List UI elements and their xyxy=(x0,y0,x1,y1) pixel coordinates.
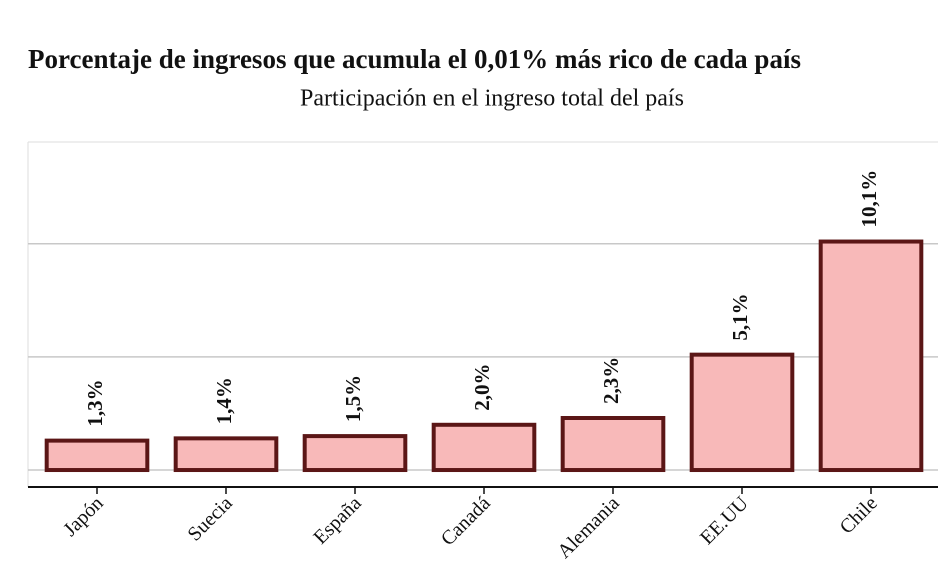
value-label: 1,3% xyxy=(83,379,107,426)
value-label: 1,5% xyxy=(341,375,365,422)
value-label: 5,1% xyxy=(728,293,752,340)
bar xyxy=(560,416,666,473)
bar xyxy=(173,436,279,473)
value-label: 1,4% xyxy=(212,377,236,424)
value-label: 2,0% xyxy=(470,364,494,411)
bar xyxy=(818,239,924,473)
bar xyxy=(431,422,537,473)
chart-subtitle: Participación en el ingreso total del pa… xyxy=(300,86,684,112)
value-label: 10,1% xyxy=(857,170,881,228)
bar xyxy=(44,438,150,473)
bar xyxy=(302,434,408,473)
bar xyxy=(689,352,795,473)
chart-title: Porcentaje de ingresos que acumula el 0,… xyxy=(28,44,801,74)
value-label: 2,3% xyxy=(599,357,623,404)
